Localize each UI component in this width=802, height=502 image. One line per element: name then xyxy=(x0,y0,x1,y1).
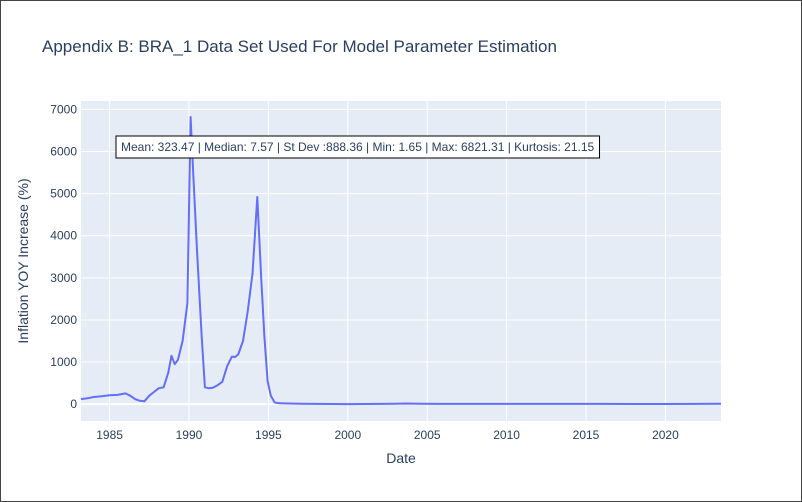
series-line xyxy=(80,116,722,406)
tick-labels: 1985 1990 1995 2000 2005 2010 2015 2020 0 1000 200… xyxy=(50,102,679,442)
x-tick-label: 2000 xyxy=(334,428,361,442)
x-tick-label: 2005 xyxy=(414,428,441,442)
stats-annotation-text: Mean: 323.47 | Median: 7.57 | St Dev :88… xyxy=(121,140,595,154)
x-tick-label: 2020 xyxy=(652,428,679,442)
y-tick-label: 1000 xyxy=(50,355,77,369)
chart-title: Appendix B: BRA_1 Data Set Used For Mode… xyxy=(42,37,557,56)
y-axis-title: Inflation YOY Increase (%) xyxy=(15,178,31,343)
y-tick-label: 7000 xyxy=(50,102,77,116)
x-tick-label: 1985 xyxy=(96,428,123,442)
y-tick-label: 5000 xyxy=(50,187,77,201)
y-tick-label: 3000 xyxy=(50,271,77,285)
series-layer xyxy=(80,116,722,406)
x-tick-label: 2010 xyxy=(493,428,520,442)
x-tick-label: 1990 xyxy=(176,428,203,442)
stats-annotation-box xyxy=(115,135,601,159)
x-axis-title: Date xyxy=(386,450,416,466)
y-tick-label: 4000 xyxy=(50,229,77,243)
y-tick-label: 6000 xyxy=(50,145,77,159)
x-tick-label: 2015 xyxy=(573,428,600,442)
y-tick-label: 2000 xyxy=(50,313,77,327)
stats-annotation: Mean: 323.47 | Median: 7.57 | St Dev :88… xyxy=(115,135,601,159)
x-tick-label: 1995 xyxy=(255,428,282,442)
y-tick-label: 0 xyxy=(70,397,77,411)
